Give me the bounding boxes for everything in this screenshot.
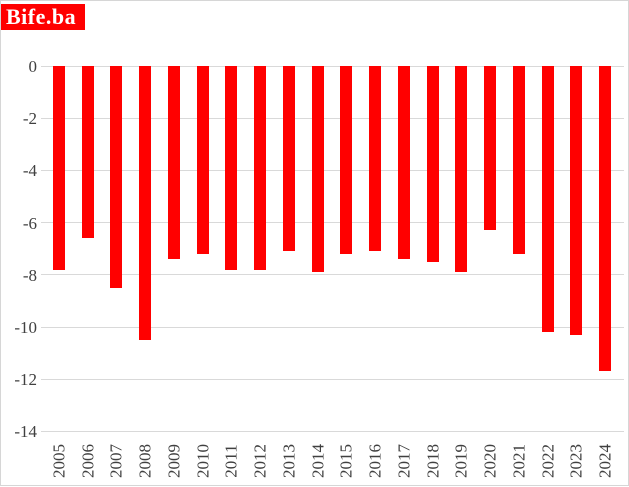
bar-2014 [311, 66, 324, 273]
bar-2020 [484, 66, 497, 231]
gridline [41, 169, 624, 171]
x-axis-tick-label: 2011 [221, 444, 241, 478]
gridline [41, 117, 624, 119]
bar-2018 [426, 66, 439, 262]
x-axis-tick-label: 2009 [164, 444, 184, 478]
y-axis-tick-label: -6 [22, 213, 37, 233]
gridline [41, 326, 624, 328]
bar-2009 [167, 66, 180, 260]
x-axis-tick-label: 2014 [308, 444, 328, 478]
bar-2023 [570, 66, 583, 335]
gridline [41, 222, 624, 224]
y-axis-tick-label: 0 [28, 57, 38, 76]
x-axis-tick-label: 2021 [509, 444, 529, 478]
bar-2006 [81, 66, 94, 239]
bar-2010 [196, 66, 209, 254]
x-axis-tick-label: 2017 [394, 444, 414, 478]
bar-2013 [282, 66, 295, 252]
x-axis-tick-label: 2012 [250, 444, 270, 478]
bar-2012 [254, 66, 267, 270]
x-axis-tick-label: 2020 [480, 444, 500, 478]
bar-2015 [340, 66, 353, 254]
x-axis-tick-label: 2019 [451, 444, 471, 478]
gridline [41, 378, 624, 380]
x-axis-tick-label: 2006 [78, 444, 98, 478]
bar-2024 [599, 66, 612, 372]
gridline [41, 65, 624, 67]
bar-2016 [369, 66, 382, 252]
y-axis-tick-label: -10 [14, 318, 37, 337]
bar-2017 [397, 66, 410, 260]
gridline [41, 274, 624, 276]
y-axis-tick-label: -12 [14, 370, 37, 390]
y-axis-tick-label: -4 [22, 161, 37, 181]
x-axis-tick-label: 2013 [279, 444, 299, 478]
chart-title-badge: Bife.ba [1, 4, 86, 31]
bar-2019 [455, 66, 468, 273]
x-axis-tick-label: 2010 [193, 444, 213, 478]
x-axis-tick-label: 2008 [135, 444, 155, 478]
bar-2021 [512, 66, 525, 254]
x-axis-tick-label: 2024 [595, 444, 615, 478]
x-axis-tick-label: 2023 [566, 444, 586, 478]
y-axis-tick-label: -8 [22, 265, 37, 285]
x-axis-tick-label: 2015 [336, 444, 356, 478]
bar-2007 [110, 66, 123, 288]
x-axis-tick-label: 2022 [538, 444, 558, 478]
bar-2011 [225, 66, 238, 270]
x-axis-tick-label: 2007 [106, 444, 126, 478]
y-axis-tick-label: -2 [22, 109, 37, 129]
x-axis-tick-label: 2018 [423, 444, 443, 478]
gridline [41, 430, 624, 432]
bar-2022 [541, 66, 554, 333]
x-axis-tick-label: 2005 [49, 444, 69, 478]
bar-2008 [139, 66, 152, 341]
x-axis-tick-label: 2016 [365, 444, 385, 478]
bar-2005 [52, 66, 65, 270]
y-axis-tick-label: -14 [14, 422, 37, 442]
